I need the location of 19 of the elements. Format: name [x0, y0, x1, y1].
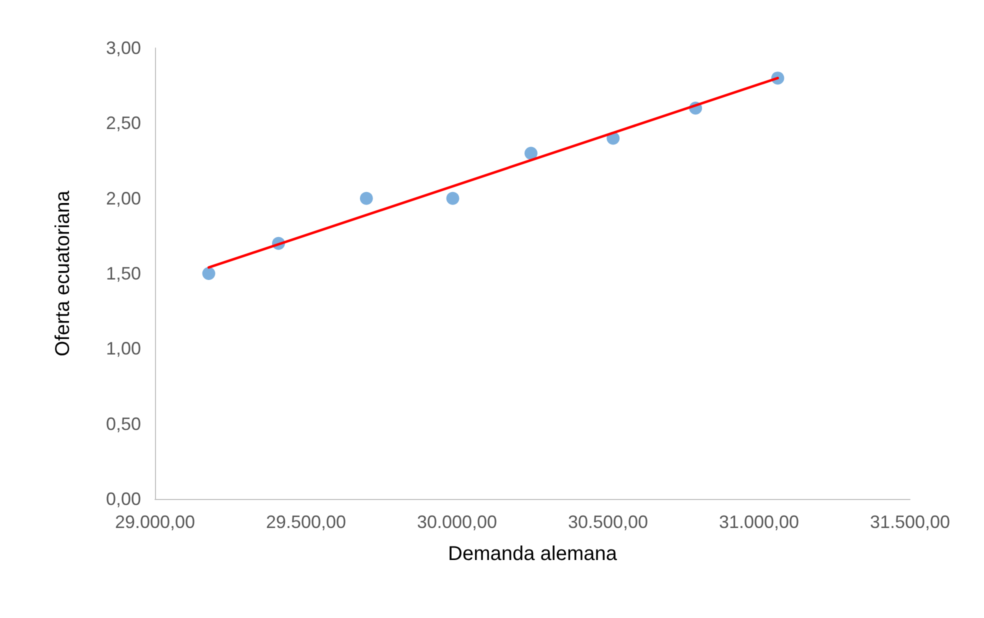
y-tick-label: 2,50	[106, 113, 141, 134]
y-tick-label: 0,50	[106, 414, 141, 434]
y-axis-title: Oferta ecuatoriana	[52, 190, 74, 356]
point	[446, 192, 460, 205]
x-tick-label: 31.000,00	[718, 512, 800, 532]
y-tick-label: 2,00	[106, 188, 141, 208]
x-tick-label: 31.500,00	[870, 512, 950, 532]
x-tick-label: 30.500,00	[568, 512, 648, 532]
x-axis-title: Demanda alemana	[448, 543, 618, 565]
x-tick-label: 29.500,00	[266, 512, 346, 532]
y-tick-label: 1,00	[106, 338, 141, 359]
x-tick-label: 30.000,00	[416, 512, 498, 532]
y-tick-label: 0,00	[106, 489, 141, 509]
point	[524, 146, 538, 160]
y-tick-label: 3,00	[106, 38, 141, 58]
y-tick-label: 1,50	[106, 264, 141, 284]
x-tick-label: 29.000,00	[114, 512, 196, 532]
point	[360, 192, 373, 205]
point	[202, 267, 216, 280]
